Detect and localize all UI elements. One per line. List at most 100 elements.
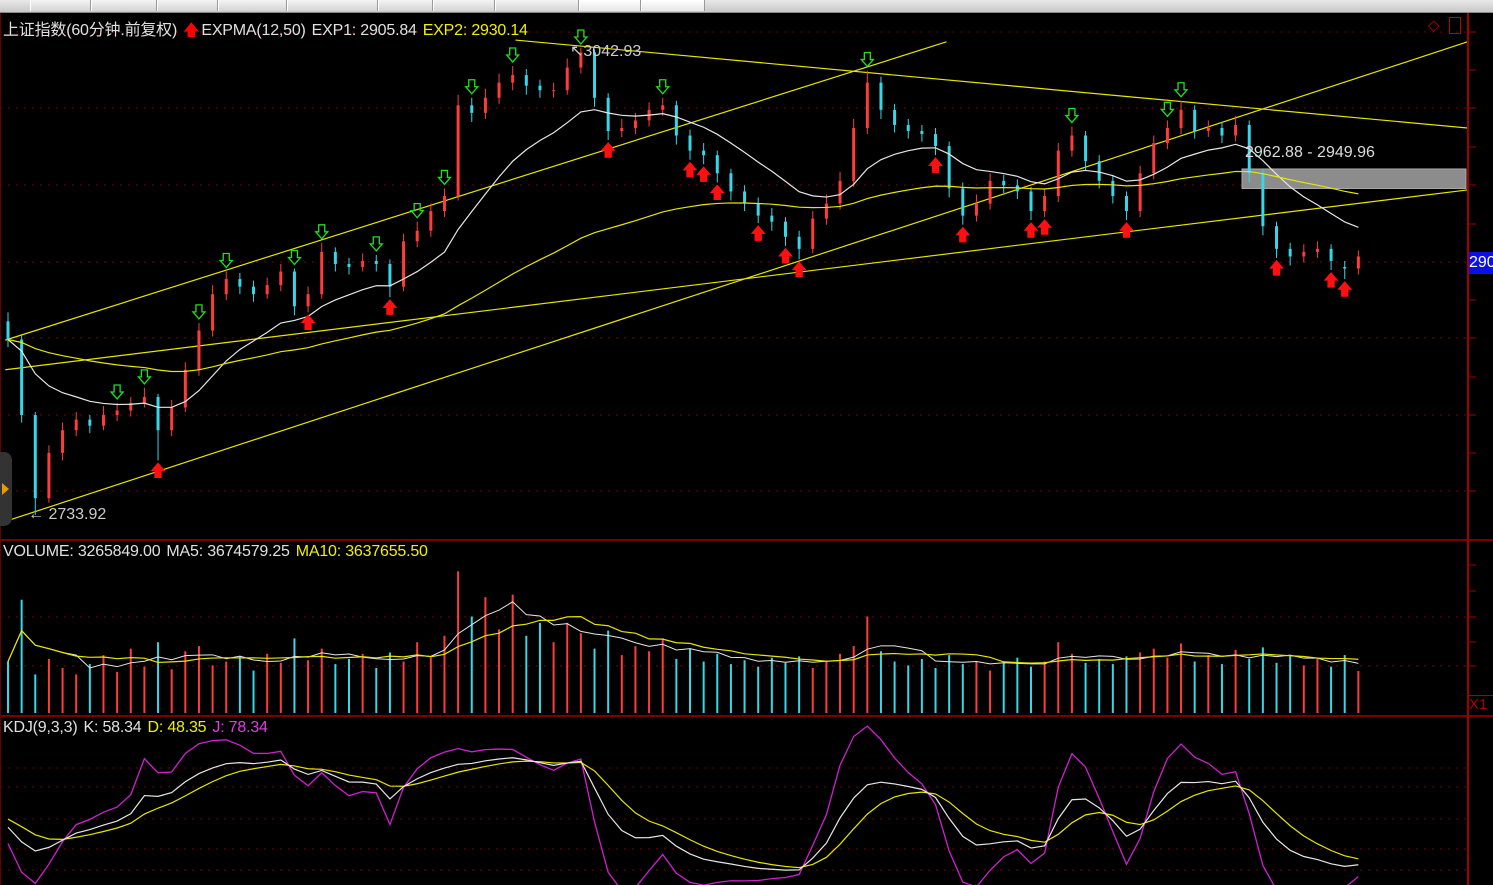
buy-signal-icon xyxy=(1119,222,1134,238)
ma5-value: MA5: 3674579.25 xyxy=(166,543,290,560)
toolbar-button[interactable] xyxy=(495,0,579,11)
kdj-d-line xyxy=(7,760,1359,869)
sell-signal-icon xyxy=(505,47,521,64)
toolbar-button[interactable] xyxy=(641,0,705,11)
expma-lines xyxy=(7,109,1359,408)
candle-body xyxy=(1070,135,1074,151)
candle-body xyxy=(524,75,528,86)
toolbar-button[interactable] xyxy=(287,0,378,11)
chart-canvas xyxy=(0,13,1493,885)
candle-body xyxy=(538,85,542,91)
toolbar-button[interactable] xyxy=(579,0,641,11)
candle-body xyxy=(1288,248,1292,257)
candle-body xyxy=(88,419,92,426)
buy-signal-icon xyxy=(1023,222,1039,238)
candle-body xyxy=(593,52,597,98)
buy-signal-icon xyxy=(778,247,793,264)
buy-signal-icon xyxy=(709,184,725,201)
candle-body xyxy=(1056,150,1060,196)
candle-body xyxy=(47,452,51,499)
kdj-title: KDJ(9,3,3) xyxy=(3,719,78,736)
candle-body xyxy=(743,191,747,204)
sell-signal-icon xyxy=(368,236,384,252)
sell-signal-icon xyxy=(464,79,480,95)
trendline xyxy=(515,39,1468,129)
toolbar-button[interactable] xyxy=(157,0,218,11)
volume-scale-button[interactable]: X1 xyxy=(1469,695,1493,715)
candle-body xyxy=(429,211,433,231)
candle-body xyxy=(456,105,460,196)
candle-body xyxy=(1043,195,1047,212)
ma10-value: MA10: 3637655.50 xyxy=(295,543,428,560)
candle-body xyxy=(633,120,637,128)
toolbar-button[interactable] xyxy=(433,0,495,11)
candle-body xyxy=(1002,180,1006,186)
candle-body xyxy=(183,369,187,408)
volume-header: VOLUME: 3265849.00 MA5: 3674579.25 MA10: 3… xyxy=(3,543,434,561)
buy-signal-icon xyxy=(1037,219,1053,235)
toolbar-button[interactable] xyxy=(218,0,287,11)
candle-body xyxy=(715,155,719,174)
sell-signal-icon xyxy=(409,203,425,219)
candle-body xyxy=(974,203,978,216)
diamond-icon[interactable]: ◇ xyxy=(1428,17,1440,34)
candle-body xyxy=(211,294,215,331)
candle-body xyxy=(1029,191,1033,212)
candle-body xyxy=(374,260,378,264)
candle-body xyxy=(688,135,692,151)
candle-body xyxy=(306,294,310,307)
candle-body xyxy=(1302,251,1306,257)
candle-body xyxy=(33,415,37,499)
volume-ma10-line xyxy=(7,616,1359,664)
candle-body xyxy=(674,105,678,136)
volume-bars xyxy=(7,571,1360,713)
candle-body xyxy=(783,221,787,237)
candle-body xyxy=(824,203,828,219)
candle-body xyxy=(442,195,446,212)
toolbar-button[interactable] xyxy=(91,0,157,11)
kdj-j-line xyxy=(7,725,1359,885)
panel-toggle-icon[interactable] xyxy=(1449,17,1461,34)
buy-signal-icon xyxy=(682,161,698,178)
candle-body xyxy=(497,82,501,98)
sidebar-toggle[interactable] xyxy=(0,452,12,526)
indicator-name: EXPMA(12,50) xyxy=(201,22,306,39)
buy-signal-icon xyxy=(150,462,166,479)
candle-body xyxy=(1015,185,1019,192)
sell-signal-icon xyxy=(437,169,452,186)
candle-body xyxy=(20,339,24,416)
candle-body xyxy=(74,419,78,431)
candle-body xyxy=(101,415,105,426)
candle-body xyxy=(906,124,910,131)
exp1-value: EXP1: 2905.84 xyxy=(311,22,417,39)
candle-body xyxy=(61,430,65,453)
candle-body xyxy=(606,97,610,131)
candle-body xyxy=(265,285,269,295)
sell-signal-icon xyxy=(1159,101,1175,118)
buy-signal-icon xyxy=(600,142,616,158)
sell-signal-icon xyxy=(287,249,302,266)
high-price-label: ↖3042.93 xyxy=(570,43,642,60)
candle-body xyxy=(1124,195,1128,212)
sell-signal-icon xyxy=(314,224,330,240)
candle-body xyxy=(1329,248,1333,261)
candle-body xyxy=(702,150,706,156)
candle-body xyxy=(1275,226,1279,249)
kdj-lines xyxy=(7,725,1359,885)
exp1-line xyxy=(7,109,1359,408)
candle-body xyxy=(483,97,487,113)
toolbar-button[interactable] xyxy=(30,0,91,11)
candle-body xyxy=(756,203,760,216)
index-title: 上证指数(60分钟.前复权) xyxy=(3,22,178,39)
sell-signal-icon xyxy=(1064,107,1080,124)
candle-body xyxy=(1179,109,1183,128)
candle-body xyxy=(920,130,924,135)
toolbar-button[interactable] xyxy=(378,0,433,11)
sell-signal-icon xyxy=(573,29,589,45)
candle-body xyxy=(347,263,351,267)
buy-signal-icon xyxy=(300,314,316,330)
kdj-k-line xyxy=(7,757,1359,871)
candle-body xyxy=(1220,127,1224,136)
sell-signal-icon xyxy=(859,51,875,68)
candle-body xyxy=(1193,109,1197,131)
